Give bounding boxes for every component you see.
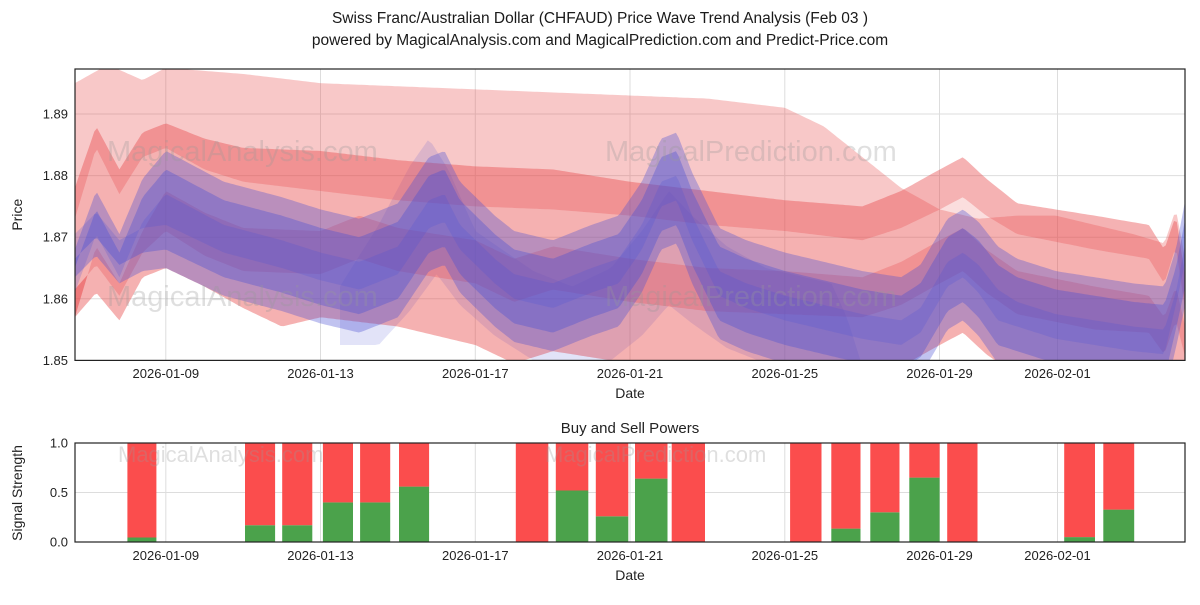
svg-text:2026-01-21: 2026-01-21: [597, 366, 664, 381]
svg-text:Price: Price: [9, 199, 25, 231]
svg-text:2026-01-13: 2026-01-13: [287, 548, 354, 563]
svg-text:Swiss Franc/Australian Dollar: Swiss Franc/Australian Dollar (CHFAUD) P…: [332, 10, 868, 27]
svg-text:2026-01-29: 2026-01-29: [906, 548, 973, 563]
svg-text:0.0: 0.0: [50, 535, 68, 550]
svg-text:Buy and Sell Powers: Buy and Sell Powers: [561, 420, 699, 437]
svg-text:2026-01-09: 2026-01-09: [133, 548, 200, 563]
svg-text:2026-01-13: 2026-01-13: [287, 366, 354, 381]
svg-text:2026-01-29: 2026-01-29: [906, 366, 973, 381]
svg-text:1.87: 1.87: [43, 230, 68, 245]
svg-text:MagicalPrediction.com: MagicalPrediction.com: [605, 281, 897, 313]
svg-text:2026-02-01: 2026-02-01: [1024, 366, 1091, 381]
svg-text:MagicalAnalysis.com: MagicalAnalysis.com: [107, 136, 378, 168]
svg-text:1.89: 1.89: [43, 107, 68, 122]
svg-text:MagicalAnalysis.com: MagicalAnalysis.com: [107, 281, 378, 313]
svg-text:2026-01-25: 2026-01-25: [752, 548, 819, 563]
svg-text:Date: Date: [615, 567, 645, 583]
svg-text:MagicalPrediction.com: MagicalPrediction.com: [605, 136, 897, 168]
svg-text:2026-01-17: 2026-01-17: [442, 548, 509, 563]
svg-text:1.85: 1.85: [43, 353, 68, 368]
svg-text:1.88: 1.88: [43, 168, 68, 183]
svg-text:Date: Date: [615, 385, 645, 401]
svg-text:0.5: 0.5: [50, 485, 68, 500]
svg-text:MagicalAnalysis.com: MagicalAnalysis.com: [118, 442, 323, 467]
svg-text:1.0: 1.0: [50, 436, 68, 451]
svg-text:powered by MagicalAnalysis.com: powered by MagicalAnalysis.com and Magic…: [312, 32, 888, 49]
svg-text:2026-01-09: 2026-01-09: [133, 366, 200, 381]
svg-text:2026-02-01: 2026-02-01: [1024, 548, 1091, 563]
svg-text:2026-01-21: 2026-01-21: [597, 548, 664, 563]
svg-text:MagicalPrediction.com: MagicalPrediction.com: [545, 442, 766, 467]
svg-text:2026-01-17: 2026-01-17: [442, 366, 509, 381]
svg-text:Signal Strength: Signal Strength: [9, 445, 25, 541]
svg-text:2026-01-25: 2026-01-25: [752, 366, 819, 381]
svg-text:1.86: 1.86: [43, 291, 68, 306]
